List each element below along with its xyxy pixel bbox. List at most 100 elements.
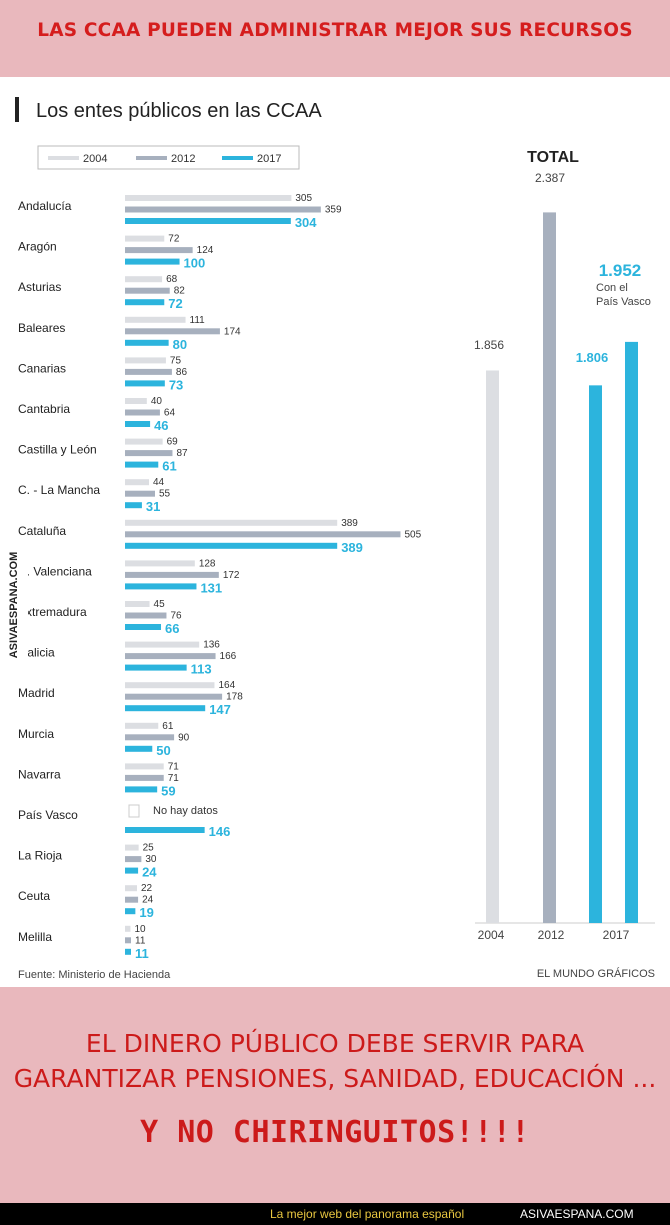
footer-site-link[interactable]: ASIVAESPANA.COM xyxy=(520,1207,634,1221)
category-label: País Vasco xyxy=(18,808,78,822)
data-label-2004: 40 xyxy=(151,396,163,407)
data-label-2012: 124 xyxy=(197,245,214,256)
data-label-2017: 24 xyxy=(142,865,157,880)
category-label: Castilla y León xyxy=(18,443,97,457)
data-label-2017: 59 xyxy=(161,783,175,798)
bar-2012 xyxy=(125,571,219,578)
bar-2012 xyxy=(125,896,139,903)
data-label-2004: 305 xyxy=(295,193,312,204)
bar-2004 xyxy=(125,316,186,323)
legend-label-2017: 2017 xyxy=(257,153,281,165)
data-label-2012: 90 xyxy=(178,732,190,743)
data-label-2017: 50 xyxy=(156,743,170,758)
top-banner: LAS CCAA PUEDEN ADMINISTRAR MEJOR SUS RE… xyxy=(0,0,670,77)
bar-2012 xyxy=(125,531,401,538)
data-label-2004: 10 xyxy=(134,924,146,935)
bar-2017 xyxy=(125,218,291,224)
legend-label-2012: 2012 xyxy=(171,153,195,165)
data-label-2004: 44 xyxy=(153,477,165,488)
category-label: Navarra xyxy=(18,767,61,781)
bar-2017 xyxy=(125,502,142,509)
data-label-2012: 30 xyxy=(145,854,157,865)
top-banner-text: LAS CCAA PUEDEN ADMINISTRAR MEJOR SUS RE… xyxy=(37,20,633,41)
footer-slogan: La mejor web del panorama español xyxy=(270,1207,465,1221)
credit-note: EL MUNDO GRÁFICOS xyxy=(537,967,655,980)
bar-2012 xyxy=(125,409,160,416)
category-label: Aragón xyxy=(18,240,57,254)
total-value-label: 1.856 xyxy=(474,338,504,352)
data-label-2004: 71 xyxy=(168,761,180,772)
category-label: Extremadura xyxy=(18,605,87,619)
bar-2004 xyxy=(125,885,138,892)
bar-2017 xyxy=(125,948,132,955)
total-value-label: 1.952 xyxy=(599,261,642,280)
message-line-1: EL DINERO PÚBLICO DEBE SERVIR PARA xyxy=(85,1029,585,1058)
bar-2017 xyxy=(125,745,153,752)
total-value-label: 1.806 xyxy=(576,350,609,365)
data-label-2017: 31 xyxy=(146,499,160,514)
bar-2004 xyxy=(125,519,338,526)
total-value-label: 2.387 xyxy=(535,171,565,185)
bar-2012 xyxy=(125,247,193,254)
category-label: Andalucía xyxy=(18,199,72,213)
data-label-2004: 45 xyxy=(154,599,166,610)
data-label-2017: 147 xyxy=(209,702,231,717)
data-label-2012: 174 xyxy=(224,326,241,337)
data-label-2004: 25 xyxy=(143,843,155,854)
bar-2017 xyxy=(125,421,151,427)
data-label-2004: 389 xyxy=(341,518,358,529)
data-label-2012: 166 xyxy=(220,651,237,662)
bar-2017 xyxy=(125,461,159,468)
data-label-2017: 19 xyxy=(139,905,153,920)
bar-2004 xyxy=(125,722,159,729)
no-data-marker xyxy=(128,804,140,818)
data-label-2004: 72 xyxy=(168,234,180,245)
legend-swatch-2012 xyxy=(136,156,167,160)
bar-2004 xyxy=(125,682,215,689)
bar-2004 xyxy=(125,195,292,201)
data-label-2004: 69 xyxy=(167,437,179,448)
data-label-2017: 304 xyxy=(295,215,317,230)
bar-2017 xyxy=(125,258,180,265)
category-label: Asturias xyxy=(18,280,61,294)
annotation-line-1: Con el xyxy=(596,282,628,294)
bottom-banner: EL DINERO PÚBLICO DEBE SERVIR PARA GARAN… xyxy=(0,987,670,1203)
legend-box xyxy=(37,145,300,170)
message-line-2: GARANTIZAR PENSIONES, SANIDAD, EDUCACIÓN… xyxy=(13,1064,657,1093)
bar-2012 xyxy=(125,450,173,457)
category-label: Madrid xyxy=(18,686,55,700)
category-label: C. Valenciana xyxy=(18,564,92,578)
data-label-2012: 359 xyxy=(325,205,342,216)
category-label: La Rioja xyxy=(18,849,62,863)
bar-2004 xyxy=(125,276,163,283)
data-label-2012: 24 xyxy=(142,895,154,906)
bar-2017 xyxy=(125,705,206,712)
data-label-2017: 46 xyxy=(154,418,168,433)
bar-2012 xyxy=(125,937,132,944)
watermark-text: ASIVAESPANA.COM xyxy=(8,551,20,659)
bar-2004 xyxy=(125,763,164,770)
category-label: Baleares xyxy=(18,321,65,335)
data-label-2017: 72 xyxy=(168,296,182,311)
data-label-2004: 136 xyxy=(203,640,220,651)
no-data-label: No hay datos xyxy=(153,805,218,817)
data-label-2004: 164 xyxy=(218,680,235,691)
total-tick-label: 2004 xyxy=(478,928,505,942)
data-label-2012: 87 xyxy=(176,448,188,459)
data-label-2012: 505 xyxy=(404,529,421,540)
data-label-2017: 100 xyxy=(184,256,206,271)
bar-2017 xyxy=(125,664,187,671)
bar-2017 xyxy=(125,867,139,874)
bar-2017 xyxy=(125,542,338,549)
data-label-2004: 61 xyxy=(162,721,174,732)
chart-title: Los entes públicos en las CCAA xyxy=(36,100,322,122)
bar-2012 xyxy=(125,734,175,741)
bar-2017 xyxy=(125,583,197,590)
data-label-2012: 11 xyxy=(135,935,146,946)
bar-2004 xyxy=(125,925,131,932)
bar-2012 xyxy=(125,206,321,213)
data-label-2017: 73 xyxy=(169,377,183,392)
data-label-2017: 389 xyxy=(341,540,363,555)
data-label-2004: 128 xyxy=(199,558,216,569)
category-label: Murcia xyxy=(18,727,54,741)
